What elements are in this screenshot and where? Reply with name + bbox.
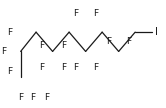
Text: F: F [106,37,111,46]
Text: F: F [44,93,49,102]
Text: F: F [1,47,6,56]
Text: F: F [73,63,78,72]
Text: F: F [18,93,23,102]
Text: F: F [61,63,67,72]
Text: F: F [30,93,35,102]
Text: F: F [61,41,67,50]
Text: I: I [155,27,158,37]
Text: F: F [73,9,78,18]
Text: F: F [39,63,44,72]
Text: F: F [39,41,44,50]
Text: F: F [93,9,98,18]
Text: F: F [7,28,12,37]
Text: F: F [7,67,12,76]
Text: F: F [126,37,131,46]
Text: F: F [93,63,98,72]
